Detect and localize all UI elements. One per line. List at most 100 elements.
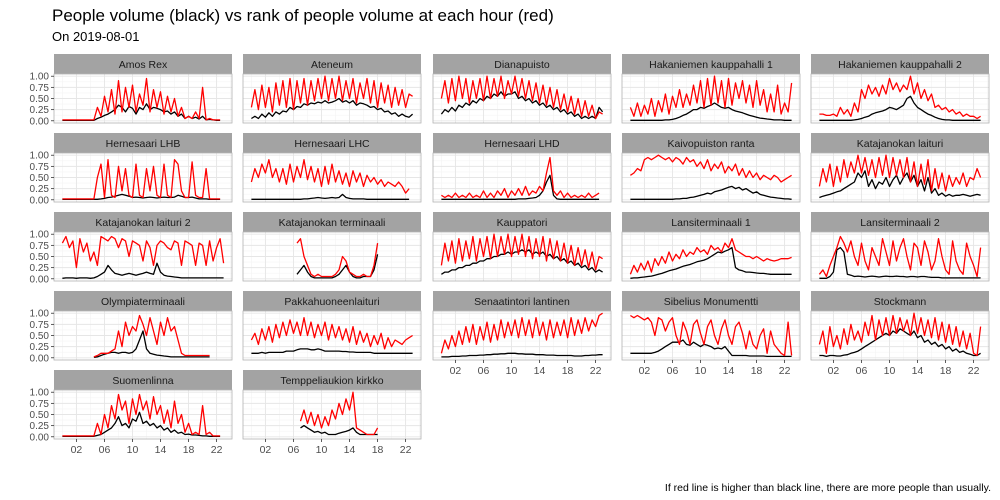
facet-panel: Lansiterminaali 2 (810, 212, 990, 282)
x-tick-label: 10 (695, 365, 707, 377)
panel-border (432, 231, 612, 282)
facet-strip (433, 133, 611, 153)
facet-strip-label: Hernesaari LHC (294, 138, 370, 150)
facet-panel: Hernesaari LHB 0.000.250.500.751.00 (30, 133, 233, 206)
facet-strip (243, 212, 421, 232)
facet-strip-label: Katajanokan laituri 2 (95, 217, 190, 229)
panel-border (621, 73, 801, 124)
facet-strip-label: Dianapuisto (494, 59, 550, 71)
facet-strip (54, 54, 232, 74)
volume-line (93, 330, 210, 358)
rank-line (818, 235, 982, 278)
facet-panel: Lansiterminaali 1 (621, 212, 801, 282)
volume-line (819, 328, 981, 358)
x-tick-label: 18 (183, 444, 195, 456)
volume-line (441, 249, 603, 275)
rank-line (818, 154, 982, 192)
rank-line (250, 159, 410, 194)
panel-border (242, 73, 422, 124)
x-tick-label: 18 (372, 444, 384, 456)
facet-panel: Ateneum (242, 54, 422, 124)
facet-strip-label: Hakaniemen kauppahalli 2 (838, 59, 962, 71)
facet-strip-label: Ateneum (311, 59, 353, 71)
volume-line (251, 193, 410, 200)
facet-panel: Suomenlinna 0.000.250.500.751.00 02 06 10 14 1… (30, 370, 233, 456)
facet-panel: Hernesaari LHC (242, 133, 422, 203)
y-tick-label: 0.50 (30, 173, 50, 184)
panel-border (242, 231, 422, 282)
y-tick-label: 0.00 (30, 432, 50, 443)
chart-subtitle: On 2019-08-01 (52, 29, 139, 44)
x-tick-label: 22 (590, 365, 602, 377)
facet-strip-label: Pakkahuoneenlaituri (284, 296, 379, 308)
x-tick-label: 18 (940, 365, 952, 377)
rank-line (296, 238, 379, 278)
facet-strip-label: Kaivopuiston ranta (668, 138, 755, 150)
facet-strip (811, 291, 989, 311)
x-tick-label: 18 (562, 365, 574, 377)
rank-line (93, 314, 210, 358)
facet-strip-label: Lansiterminaali 1 (671, 217, 751, 229)
y-tick-label: 1.00 (30, 230, 50, 241)
facet-strip (622, 133, 800, 153)
rank-line (629, 75, 793, 117)
facet-panel: Sibelius Monumentti 02 06 10 14 18 22 (621, 291, 801, 377)
x-tick-label: 14 (912, 365, 924, 377)
facet-strip (243, 54, 421, 74)
x-tick-label: 10 (506, 365, 518, 377)
facet-panel: Temppeliaukion kirkko 02 06 10 14 18 22 (242, 370, 422, 456)
volume-line (441, 174, 600, 200)
volume-line (251, 97, 414, 120)
y-tick-label: 0.00 (30, 353, 50, 364)
facet-strip-label: Hakaniemen kauppahalli 1 (649, 59, 773, 71)
y-tick-label: 0.50 (30, 252, 50, 263)
x-tick-label: 14 (155, 444, 167, 456)
x-tick-label: 06 (856, 365, 868, 377)
panel-border (432, 310, 612, 361)
rank-line (441, 156, 600, 199)
volume-line (630, 246, 792, 279)
x-tick-label: 06 (288, 444, 300, 456)
rank-line (630, 314, 793, 357)
x-tick-label: 14 (723, 365, 735, 377)
y-tick-label: 0.25 (30, 421, 50, 432)
facet-strip (54, 370, 232, 390)
x-tick-label: 10 (316, 444, 328, 456)
facet-panel: Olympiaterminaali 0.000.250.500.751.00 (30, 291, 233, 364)
volume-line (62, 193, 221, 200)
rank-line (818, 312, 982, 357)
panel-border (432, 73, 612, 124)
y-tick-label: 0.75 (30, 399, 50, 410)
facet-strip (243, 133, 421, 153)
facet-strip-label: Olympiaterminaali (101, 296, 185, 308)
volume-line (62, 411, 221, 437)
facet-strip-label: Stockmann (874, 296, 927, 308)
x-tick-label: 14 (344, 444, 356, 456)
facet-strip (811, 212, 989, 232)
y-tick-label: 1.00 (30, 72, 50, 83)
facet-strip-label: Suomenlinna (112, 375, 173, 387)
panel-border (810, 310, 990, 361)
x-tick-label: 10 (884, 365, 896, 377)
rank-line (250, 75, 413, 113)
x-tick-label: 22 (968, 365, 980, 377)
y-tick-label: 0.00 (30, 116, 50, 127)
panel-border (621, 231, 801, 282)
x-tick-label: 18 (751, 365, 763, 377)
y-tick-label: 1.00 (30, 151, 50, 162)
y-tick-label: 0.25 (30, 263, 50, 274)
rank-line (629, 238, 792, 275)
y-tick-label: 0.25 (30, 105, 50, 116)
x-tick-label: 22 (211, 444, 223, 456)
facet-panel: Senaatintori lantinen 02 06 10 14 18 22 (432, 291, 612, 377)
chart-caption: If red line is higher than black line, t… (665, 482, 991, 494)
facet-strip-label: Hernesaari LHB (106, 138, 181, 150)
facet-strip-label: Kauppatori (497, 217, 548, 229)
x-tick-label: 10 (127, 444, 139, 456)
facet-strip-label: Katajanokan laituri (857, 138, 943, 150)
panel-border (810, 73, 990, 124)
y-tick-label: 1.00 (30, 309, 50, 320)
panel-border (242, 389, 422, 440)
facet-panel: Katajanokan terminaali (242, 212, 422, 282)
